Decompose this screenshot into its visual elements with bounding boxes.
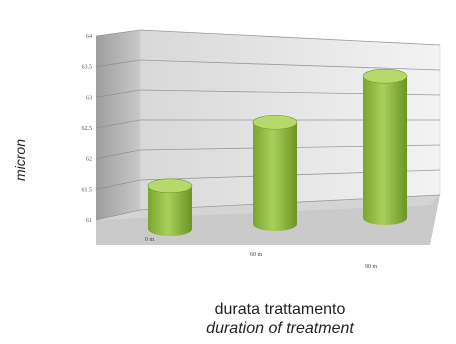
bar-body [148, 185, 192, 236]
y-tick-label: 61.5 [82, 187, 93, 193]
category-label: 0 m [145, 237, 155, 243]
gridline-side [95, 179, 141, 190]
gridline-side [95, 119, 141, 129]
y-axis-label: micron [12, 139, 28, 182]
y-tick-label: 61 [86, 218, 92, 224]
gridline-side [95, 59, 141, 67]
gridline [139, 59, 441, 71]
bar [362, 68, 408, 226]
bar-top [252, 114, 298, 130]
gridline-side [95, 209, 141, 221]
side-wall [96, 30, 140, 220]
gridline-side [95, 29, 141, 37]
y-tick-labels: 61 61.5 62 62.5 63 63.5 64 [82, 34, 93, 224]
y-tick-label: 64 [86, 34, 92, 40]
bars [147, 68, 408, 236]
y-tick-label: 63 [86, 95, 92, 101]
y-tick-label: 62.5 [82, 126, 93, 132]
bar-body [363, 76, 407, 226]
x-axis-label-translation: duration of treatment [206, 320, 354, 337]
category-label: 90 m [365, 264, 378, 270]
bar-top [147, 178, 193, 194]
bar-body [253, 122, 297, 231]
bar-top [362, 68, 408, 84]
category-labels: 0 m 60 m 90 m [145, 237, 378, 270]
bar [147, 178, 193, 236]
y-tick-label: 62 [86, 157, 92, 163]
bar [252, 114, 298, 231]
category-label: 60 m [250, 252, 263, 258]
gridline-side [95, 149, 141, 159]
x-axis-label: durata trattamento [214, 301, 346, 318]
y-tick-label: 63.5 [82, 65, 93, 71]
gridline-side [95, 89, 141, 98]
gridline [139, 29, 441, 46]
